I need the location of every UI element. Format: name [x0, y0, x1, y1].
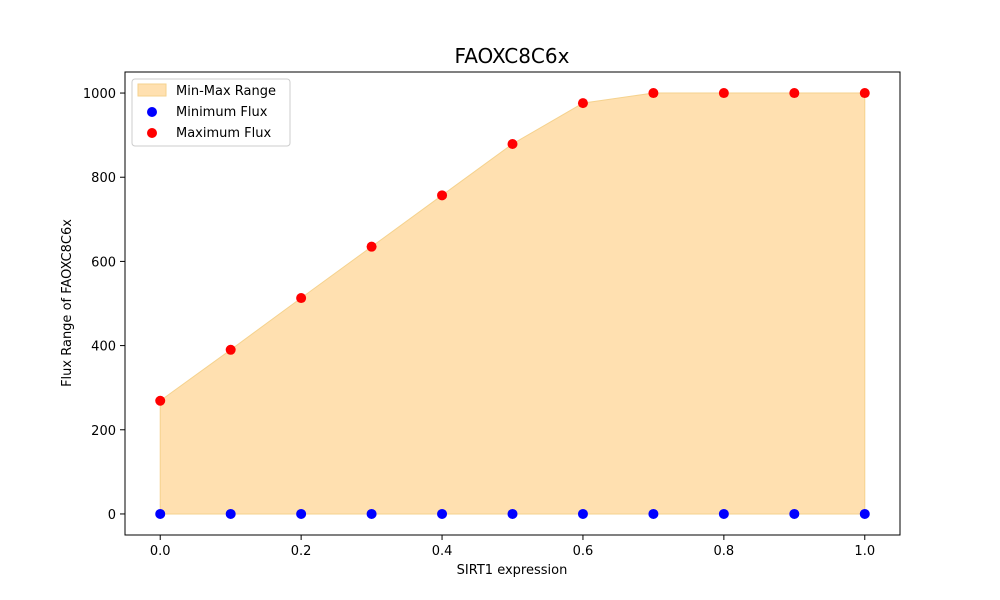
- legend-label-max: Maximum Flux: [176, 126, 272, 141]
- max-flux-point: [155, 395, 166, 406]
- plot-frame: [124, 71, 901, 536]
- min-flux-point: [507, 508, 518, 519]
- x-tick-label: 0.2: [291, 544, 312, 559]
- legend-fill-swatch: [137, 83, 167, 97]
- max-flux-point: [718, 88, 729, 99]
- min-flux-point: [577, 508, 588, 519]
- max-flux-point: [225, 344, 236, 355]
- x-tick-label: 0.6: [573, 544, 594, 559]
- min-flux-point: [225, 508, 236, 519]
- legend-label-min: Minimum Flux: [176, 105, 268, 120]
- y-tick-label: 0: [108, 508, 116, 523]
- x-tick-label: 0.0: [150, 544, 171, 559]
- y-tick-label: 400: [91, 340, 116, 355]
- y-tick-label: 600: [91, 255, 116, 270]
- x-tick-label: 1.0: [854, 544, 875, 559]
- max-flux-point: [437, 190, 448, 201]
- min-flux-point: [789, 508, 800, 519]
- min-flux-point: [296, 508, 307, 519]
- min-flux-point: [366, 508, 377, 519]
- x-tick-label: 0.8: [714, 544, 735, 559]
- min-flux-point: [648, 508, 659, 519]
- legend: Min-Max Range Minimum Flux Maximum Flux: [131, 78, 291, 147]
- min-flux-point: [437, 508, 448, 519]
- max-flux-point: [296, 293, 307, 304]
- min-flux-point: [718, 508, 729, 519]
- min-flux-point: [859, 508, 870, 519]
- legend-marker-max: [147, 128, 157, 138]
- legend-marker-min: [147, 107, 157, 117]
- y-tick-label: 1000: [83, 87, 116, 102]
- max-flux-point: [648, 88, 659, 99]
- max-flux-point: [859, 88, 870, 99]
- max-flux-point: [366, 241, 377, 252]
- chart-title: FAOXC8C6x: [455, 44, 570, 68]
- legend-box: [131, 78, 291, 147]
- max-flux-point: [507, 138, 518, 149]
- max-flux-point: [577, 98, 588, 109]
- y-axis-label: Flux Range of FAOXC8C6x: [60, 219, 75, 387]
- x-tick-label: 0.4: [432, 544, 453, 559]
- min-flux-point: [155, 508, 166, 519]
- x-axis-label: SIRT1 expression: [457, 563, 568, 578]
- max-flux-point: [789, 88, 800, 99]
- y-tick-label: 200: [91, 424, 116, 439]
- legend-label-range: Min-Max Range: [176, 84, 276, 99]
- y-tick-label: 800: [91, 171, 116, 186]
